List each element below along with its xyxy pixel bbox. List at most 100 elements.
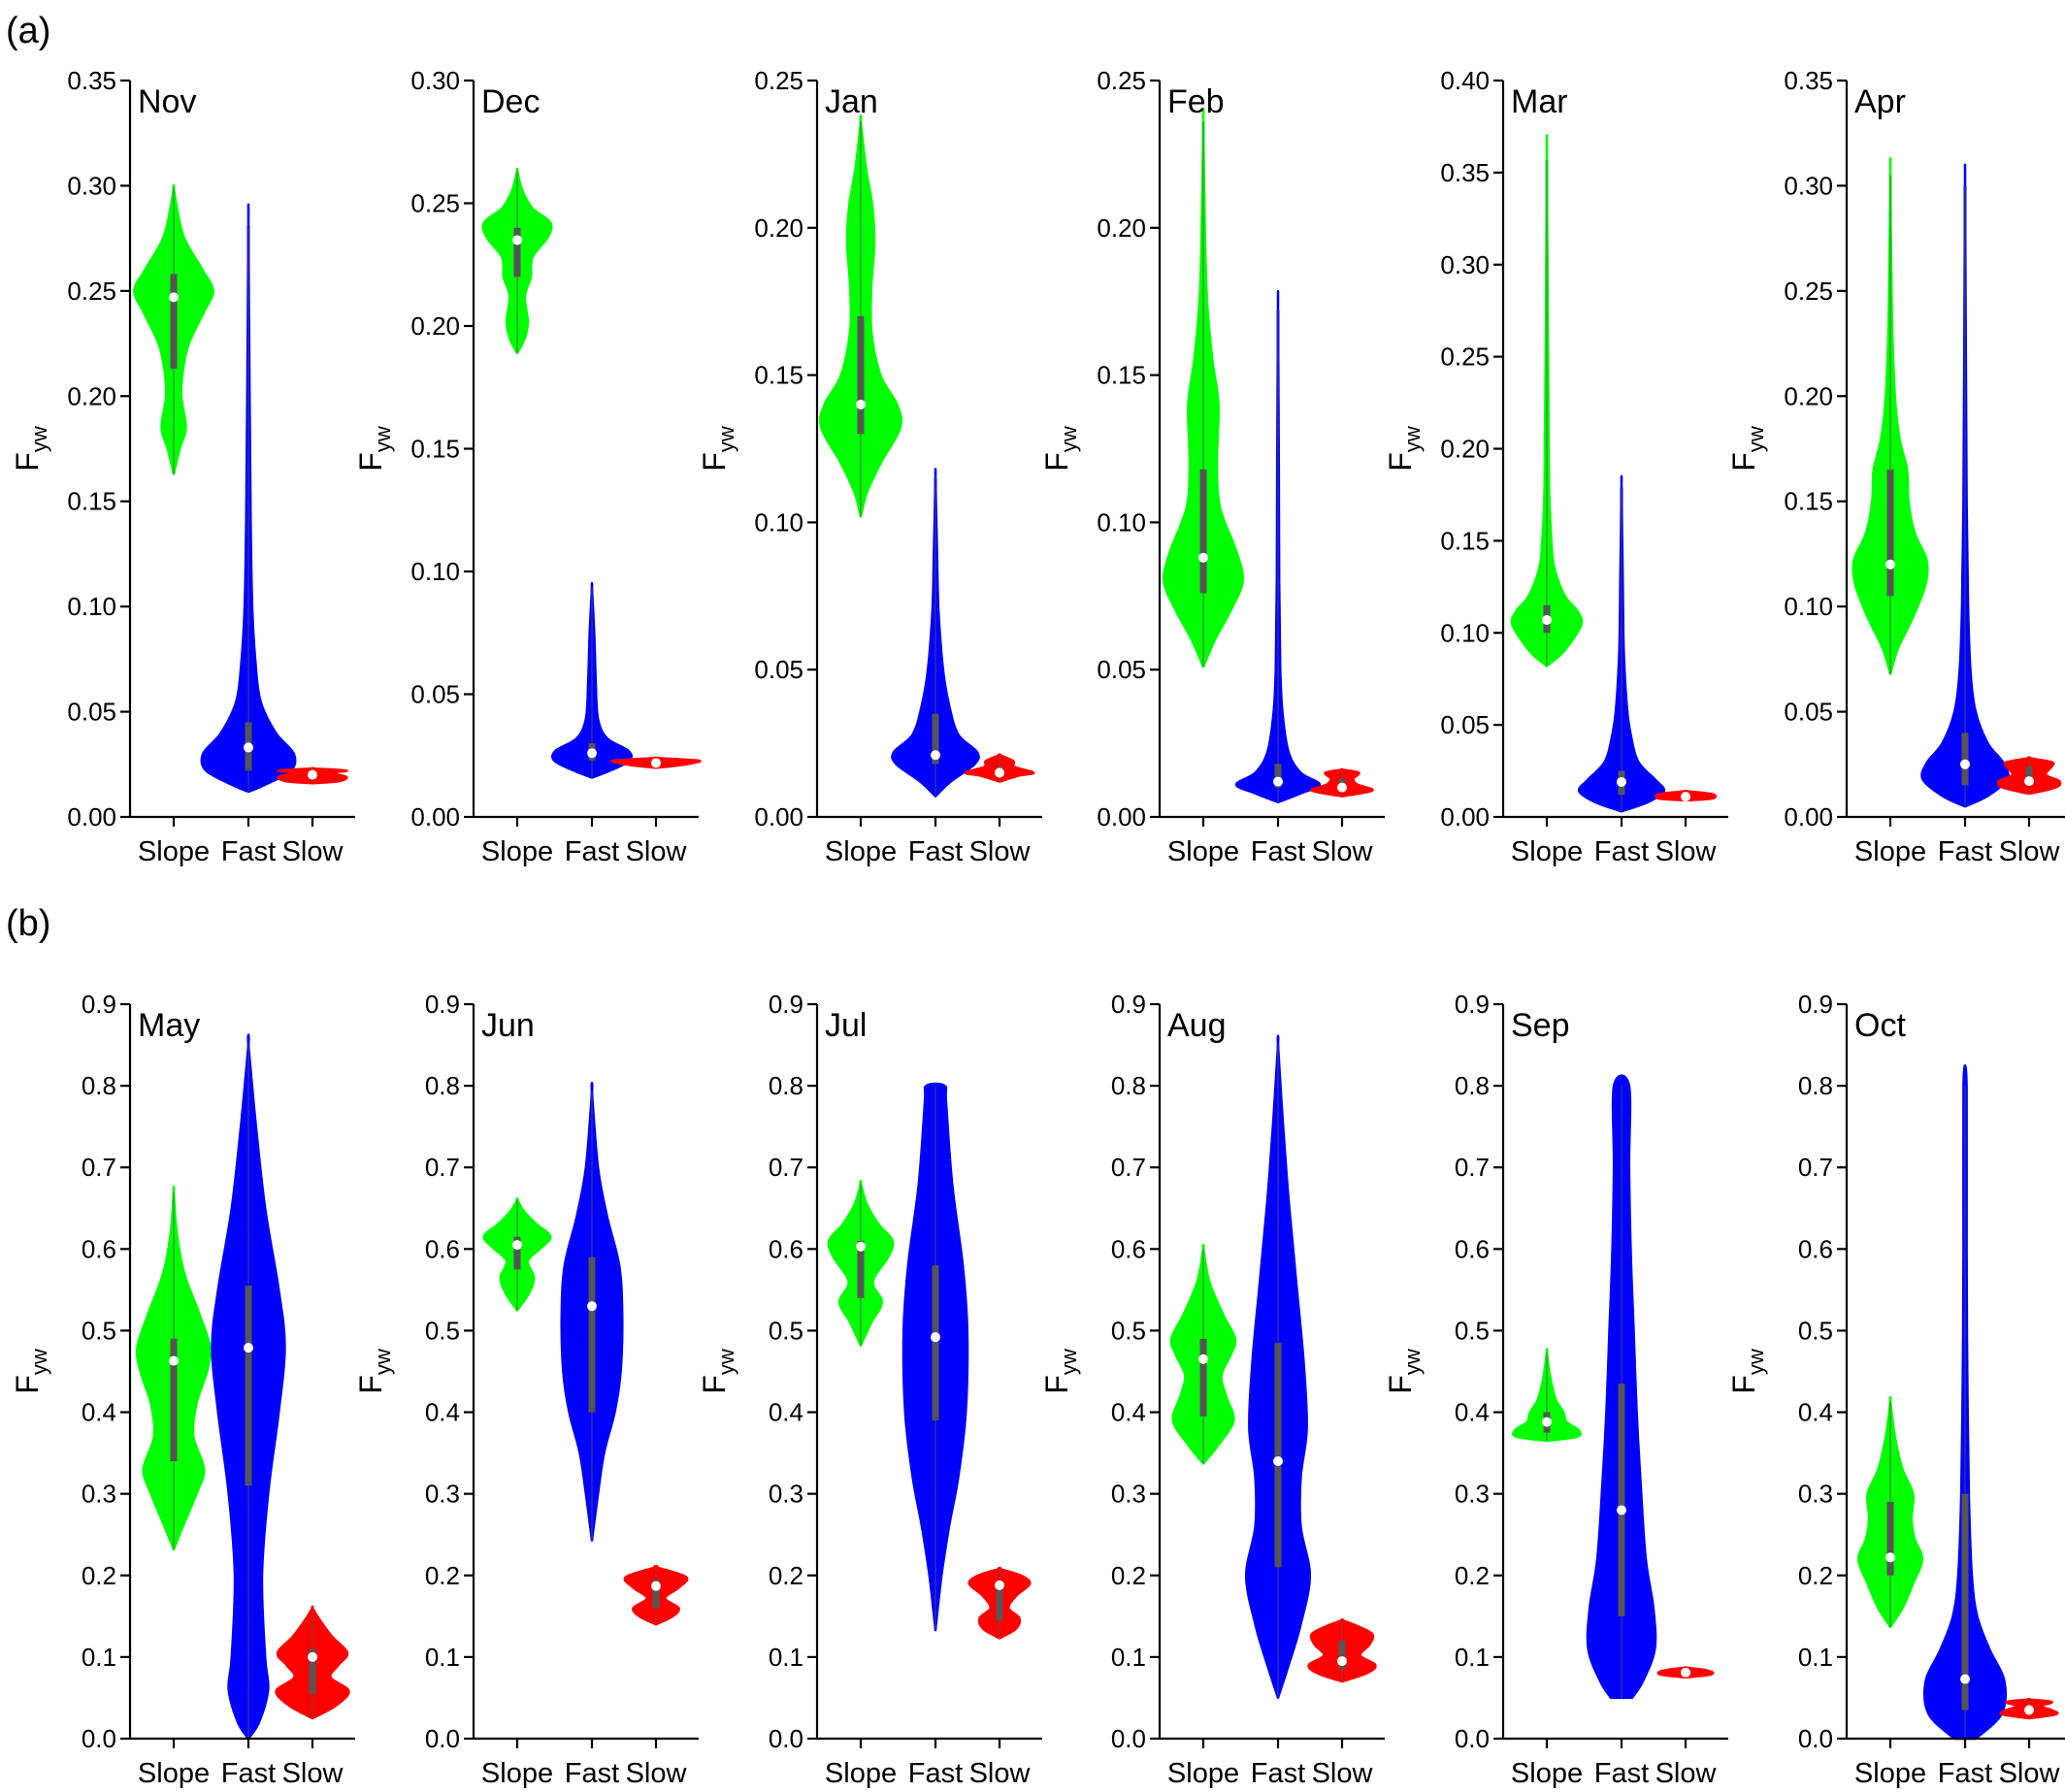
chart-dec-xtick-label-slope: Slope <box>481 836 553 867</box>
chart-jul-xtick-label-fast: Fast <box>908 1758 963 1789</box>
chart-dec: 0.00 0.05 0.10 0.15 0.20 0.25 0.30 Slope Fast Slo… <box>353 66 702 867</box>
chart-dec-ytick-label: 0.10 <box>410 557 460 586</box>
chart-aug-ytick-label: 0.3 <box>1111 1480 1146 1509</box>
chart-apr-ytick-label: 0.15 <box>1784 487 1833 516</box>
chart-dec-ytick-label: 0.05 <box>410 680 460 709</box>
chart-jun-ytick-label: 0.4 <box>425 1398 460 1427</box>
chart-may-xtick-label-slow: Slow <box>282 1758 344 1789</box>
chart-nov: 0.00 0.05 0.10 0.15 0.20 0.25 0.30 0.35 Slope Fas… <box>10 66 355 867</box>
chart-mar-ytick-label: 0.10 <box>1440 618 1490 647</box>
chart-apr-ytick-label: 0.30 <box>1784 171 1833 200</box>
chart-jun-ytick-label: 0.1 <box>425 1643 460 1672</box>
chart-may-slow-iqr-box <box>309 1648 316 1694</box>
chart-nov-ytick-label: 0.00 <box>67 802 116 831</box>
chart-feb-ytick-label: 0.15 <box>1097 361 1146 390</box>
chart-sep-xtick-label-slow: Slow <box>1655 1758 1718 1789</box>
chart-apr-xtick-label-slope: Slope <box>1854 836 1926 867</box>
chart-oct-fast-iqr-box <box>1961 1493 1969 1711</box>
chart-oct-ytick-label: 0.8 <box>1798 1071 1833 1100</box>
chart-sep-ylabel: Fyw <box>1383 1349 1425 1394</box>
chart-jun-title: Jun <box>481 1007 535 1044</box>
chart-jan: 0.00 0.05 0.10 0.15 0.20 0.25 Slope Fast Slow Jan… <box>697 66 1042 867</box>
chart-mar-ytick-label: 0.40 <box>1440 66 1490 95</box>
chart-mar-xtick-label-slope: Slope <box>1511 836 1583 867</box>
panel-label-b: (b) <box>6 903 50 944</box>
chart-mar-ytick-label: 0.35 <box>1440 158 1490 187</box>
chart-nov-slow-median <box>308 769 317 780</box>
chart-nov-ytick-label: 0.25 <box>67 277 116 306</box>
chart-oct-slope-median <box>1885 1552 1895 1563</box>
chart-feb-xtick-label-fast: Fast <box>1251 836 1305 867</box>
chart-jul-fast-median <box>931 1332 940 1343</box>
chart-apr-ylabel: Fyw <box>1726 426 1768 472</box>
chart-jul-ytick-label: 0.4 <box>769 1398 803 1427</box>
chart-nov-title: Nov <box>138 83 196 120</box>
chart-jun-slow-iqr-box <box>652 1579 660 1609</box>
chart-mar-slope-median <box>1542 614 1552 625</box>
chart-oct-xtick-label-slope: Slope <box>1854 1758 1926 1789</box>
chart-mar-title: Mar <box>1511 83 1568 120</box>
chart-sep-title: Sep <box>1511 1007 1570 1044</box>
chart-oct-ytick-label: 0.0 <box>1798 1724 1833 1753</box>
chart-oct-slow-median <box>2024 1705 2034 1715</box>
chart-apr-fast-median <box>1960 759 1970 769</box>
chart-nov-slope-median <box>169 292 179 303</box>
chart-jan-xtick-label-slow: Slow <box>969 836 1032 867</box>
chart-jun-ytick-label: 0.3 <box>425 1480 460 1509</box>
chart-feb-slow-median <box>1337 782 1347 793</box>
chart-jul-ytick-label: 0.6 <box>769 1234 803 1263</box>
chart-may-ytick-label: 0.5 <box>82 1316 116 1345</box>
chart-jun-xtick-label-fast: Fast <box>565 1758 619 1789</box>
chart-jun-ytick-label: 0.7 <box>425 1153 460 1182</box>
chart-may-ytick-label: 0.2 <box>82 1561 116 1590</box>
chart-mar-xtick-label-slow: Slow <box>1655 836 1718 867</box>
chart-jun-xtick-label-slow: Slow <box>626 1758 688 1789</box>
chart-nov-ytick-label: 0.20 <box>67 381 116 410</box>
chart-jul: 0.0 0.1 0.2 0.3 0.4 0.5 0.6 0.7 0.8 0.9 Slope Fast S… <box>697 990 1042 1789</box>
chart-jun-fast-iqr-box <box>588 1256 596 1413</box>
chart-jan-ytick-label: 0.20 <box>754 213 803 243</box>
chart-apr-fast-iqr-box <box>1961 733 1969 786</box>
chart-jan-fast-iqr-box <box>932 713 939 765</box>
chart-dec-ytick-label: 0.00 <box>410 802 460 831</box>
chart-may-ytick-label: 0.1 <box>82 1643 116 1672</box>
chart-apr-ytick-label: 0.00 <box>1784 802 1833 831</box>
chart-dec-ytick-label: 0.25 <box>410 189 460 218</box>
chart-dec-xtick-label-slow: Slow <box>626 836 688 867</box>
chart-sep-fast-iqr-box <box>1618 1384 1625 1616</box>
chart-oct-title: Oct <box>1854 1007 1906 1044</box>
chart-sep-slope-median <box>1542 1417 1552 1427</box>
chart-apr-slow-iqr-box <box>2025 766 2033 786</box>
chart-aug-slow-median <box>1337 1656 1347 1667</box>
chart-jul-ytick-label: 0.3 <box>769 1480 803 1509</box>
chart-aug-slope-iqr-box <box>1199 1338 1207 1417</box>
chart-sep-ytick-label: 0.4 <box>1455 1398 1490 1427</box>
chart-oct: 0.0 0.1 0.2 0.3 0.4 0.5 0.6 0.7 0.8 0.9 Slope Fast S… <box>1726 990 2065 1789</box>
chart-aug-ytick-label: 0.4 <box>1111 1398 1146 1427</box>
chart-nov-slope-iqr-box <box>170 274 178 370</box>
chart-feb-ytick-label: 0.00 <box>1097 802 1146 831</box>
chart-apr-ytick-label: 0.10 <box>1784 592 1833 621</box>
chart-nov-ytick-label: 0.30 <box>67 171 116 200</box>
chart-sep-ytick-label: 0.5 <box>1455 1316 1490 1345</box>
chart-apr-slow-median <box>2024 776 2034 787</box>
chart-nov-xtick-label-fast: Fast <box>221 836 276 867</box>
chart-jul-ylabel: Fyw <box>697 1349 738 1394</box>
chart-oct-ylabel: Fyw <box>1726 1349 1768 1394</box>
chart-sep-ytick-label: 0.1 <box>1455 1643 1490 1672</box>
chart-aug-fast-iqr-box <box>1274 1343 1282 1568</box>
chart-aug-ytick-label: 0.9 <box>1111 990 1146 1019</box>
chart-may-ytick-label: 0.4 <box>82 1398 116 1427</box>
chart-feb-ytick-label: 0.05 <box>1097 655 1146 684</box>
chart-feb-title: Feb <box>1167 83 1225 120</box>
chart-jul-title: Jul <box>825 1007 867 1044</box>
chart-jun-ytick-label: 0.0 <box>425 1724 460 1753</box>
chart-aug-slow-iqr-box <box>1338 1641 1346 1670</box>
chart-aug-ytick-label: 0.5 <box>1111 1316 1146 1345</box>
chart-mar-xtick-label-fast: Fast <box>1594 836 1649 867</box>
chart-apr-ytick-label: 0.05 <box>1784 698 1833 727</box>
chart-aug-ytick-label: 0.1 <box>1111 1643 1146 1672</box>
chart-aug-ylabel: Fyw <box>1039 1349 1081 1394</box>
chart-sep-xtick-label-slope: Slope <box>1511 1758 1583 1789</box>
chart-may-title: May <box>138 1007 200 1044</box>
